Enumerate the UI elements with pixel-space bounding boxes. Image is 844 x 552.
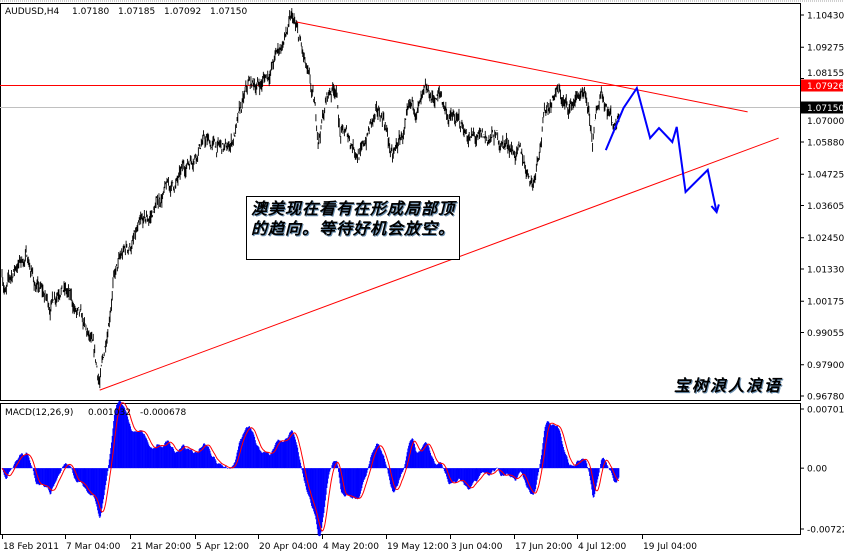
macd-tick-label: -0.00722 [807, 526, 844, 536]
header-open: 1.07180 [72, 7, 109, 17]
time-tick-label: 21 Mar 20:00 [131, 542, 191, 552]
price-tick-label: 0.97900 [807, 361, 844, 371]
time-tick-label: 19 Jul 04:00 [643, 542, 697, 552]
annotation-textbox[interactable]: 澳美现在看有在形成局部顶的趋向。等待好机会放空。 [246, 196, 460, 260]
time-axis: 18 Feb 2011 7 Mar 04:00 21 Mar 20:00 5 Apr … [2, 535, 697, 552]
price-tick-label: 1.09275 [807, 44, 844, 54]
price-tick-label: 1.02450 [807, 234, 844, 244]
price-tag [801, 79, 843, 92]
macd-tick-label: 0.007019 [807, 406, 844, 416]
price-tick-label: 0.99055 [807, 329, 844, 339]
price-axis: 1.10430 1.09275 1.08155 1.07000 1.05880 1.047… [800, 12, 844, 403]
price-panel-frame [0, 3, 801, 401]
price-tick-label: 1.01330 [807, 266, 844, 276]
header-symbol: AUDUSD,H4 [5, 7, 60, 17]
price-tick-label: 1.10430 [807, 12, 844, 22]
price-tag [801, 101, 843, 114]
macd-axis: 0.007019 0.00 -0.00722 [800, 406, 844, 536]
time-tick-label: 4 May 20:00 [323, 542, 379, 552]
price-tick-label: 1.05880 [807, 139, 844, 149]
price-bars [1, 8, 620, 389]
macd-histogram [1, 400, 620, 537]
header-close: 1.07150 [210, 7, 247, 17]
time-tick-label: 18 Feb 2011 [3, 542, 59, 552]
time-tick-label: 4 Jul 12:00 [578, 542, 627, 552]
trendline [296, 21, 748, 113]
price-tick-label: 1.03605 [807, 202, 844, 212]
time-tick-label: 19 May 12:00 [387, 542, 449, 552]
time-tick-label: 20 Apr 04:00 [259, 542, 318, 552]
header-high: 1.07185 [118, 7, 155, 17]
price-tick-label: 1.07000 [807, 117, 844, 127]
trendline [99, 137, 779, 391]
watermark: 宝树浪人浪语 [674, 376, 783, 395]
price-tick-label: 1.04725 [807, 171, 844, 181]
arrow-head-icon [710, 204, 720, 215]
projection-line [604, 85, 718, 213]
macd-tick-label: 0.00 [807, 465, 827, 475]
macd-panel-frame [0, 403, 801, 535]
macd-signal-line [1, 402, 620, 532]
macd-title: MACD(12,26,9) [5, 408, 73, 418]
macd-value: 0.001032 [88, 408, 131, 418]
time-tick-label: 17 Jun 20:00 [515, 542, 572, 552]
price-tick-label: 1.00175 [807, 298, 844, 308]
macd-signal-value: -0.000678 [140, 408, 186, 418]
price-tick-label: 1.08155 [807, 69, 844, 79]
time-tick-label: 3 Jun 04:00 [451, 542, 503, 552]
price-tag-label: 1.07926 [807, 82, 844, 92]
time-tick-label: 5 Apr 12:00 [196, 542, 249, 552]
price-tag-label: 1.07150 [807, 104, 844, 114]
time-tick-label: 7 Mar 04:00 [66, 542, 121, 552]
projection-path[interactable] [604, 85, 720, 215]
horizontal-lines: 1.07926 1.07150 [0, 79, 844, 114]
trendlines[interactable] [99, 21, 779, 391]
price-tick-label: 0.96780 [807, 393, 844, 403]
header-low: 1.07092 [164, 7, 201, 17]
